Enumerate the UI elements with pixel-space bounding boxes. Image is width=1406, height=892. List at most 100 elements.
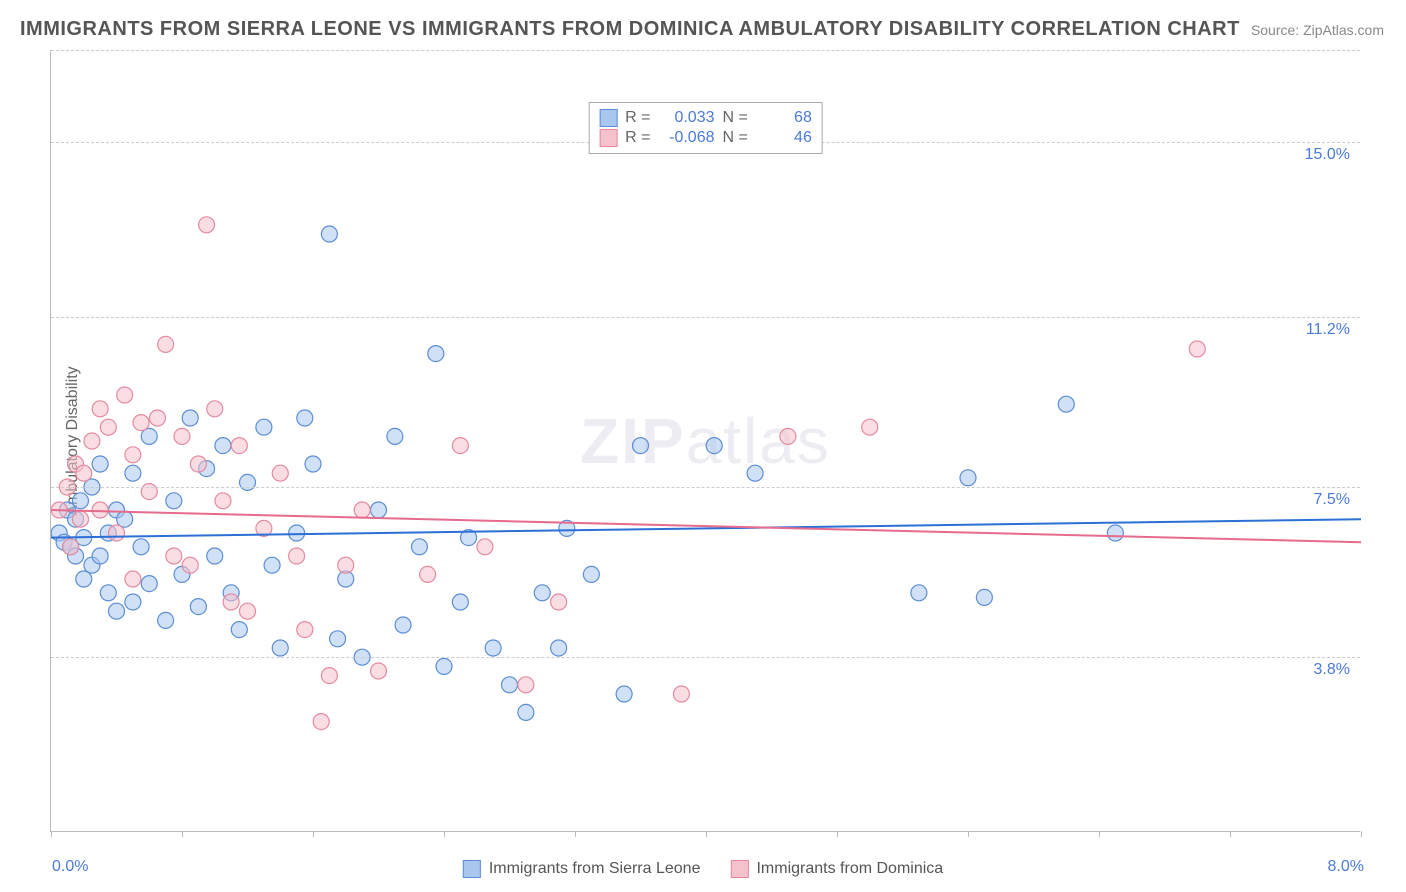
data-point [190,456,206,472]
data-point [330,631,346,647]
data-point [72,493,88,509]
plot-area: ZIPatlas Ambulatory Disability 3.8%7.5%1… [50,50,1360,832]
stats-row-series-2: R = -0.068 N = 46 [599,129,812,147]
x-tick [1099,831,1100,837]
x-tick [575,831,576,837]
chart-title: IMMIGRANTS FROM SIERRA LEONE VS IMMIGRAN… [20,18,1240,41]
data-point [199,217,215,233]
bottom-legend: Immigrants from Sierra Leone Immigrants … [463,860,943,878]
data-point [63,539,79,555]
x-tick [837,831,838,837]
data-point [289,548,305,564]
x-tick [51,831,52,837]
data-point [76,465,92,481]
data-point [149,410,165,426]
correlation-stats-box: R = 0.033 N = 68 R = -0.068 N = 46 [588,102,823,154]
data-point [452,594,468,610]
legend-label-1: Immigrants from Sierra Leone [489,860,701,878]
r-value-1: 0.033 [659,109,715,127]
data-point [72,511,88,527]
data-point [976,589,992,605]
data-point [338,557,354,573]
data-point [182,410,198,426]
data-point [960,470,976,486]
r-label: R = [625,109,650,127]
y-tick-label: 11.2% [1306,321,1350,339]
data-point [583,566,599,582]
n-value-2: 46 [756,129,812,147]
data-point [354,502,370,518]
x-axis-max: 8.0% [1328,858,1364,876]
data-point [109,525,125,541]
y-tick-label: 3.8% [1314,661,1350,679]
data-point [100,419,116,435]
r-value-2: -0.068 [659,129,715,147]
x-tick [182,831,183,837]
data-point [240,474,256,490]
data-point [518,677,534,693]
legend-item-2: Immigrants from Dominica [730,860,943,878]
legend-label-2: Immigrants from Dominica [756,860,943,878]
swatch-series-1 [599,109,617,127]
data-point [387,428,403,444]
data-point [1058,396,1074,412]
data-point [551,640,567,656]
regression-line [51,510,1361,542]
data-point [862,419,878,435]
data-point [174,428,190,444]
data-point [231,622,247,638]
data-point [452,438,468,454]
data-point [436,658,452,674]
data-point [207,548,223,564]
data-point [125,594,141,610]
data-point [518,704,534,720]
x-tick [444,831,445,837]
data-point [289,525,305,541]
data-point [215,438,231,454]
y-tick-label: 7.5% [1314,491,1350,509]
data-point [502,677,518,693]
legend-swatch-1 [463,860,481,878]
data-point [305,456,321,472]
data-point [673,686,689,702]
data-point [485,640,501,656]
data-point [92,401,108,417]
data-point [92,502,108,518]
x-tick [706,831,707,837]
data-point [207,401,223,417]
gridline [51,50,1360,51]
data-point [321,668,337,684]
data-point [395,617,411,633]
data-point [190,599,206,615]
data-point [911,585,927,601]
data-point [158,336,174,352]
data-point [616,686,632,702]
data-point [1107,525,1123,541]
data-point [166,548,182,564]
n-label: N = [723,109,748,127]
data-point [141,484,157,500]
data-point [256,419,272,435]
x-tick [968,831,969,837]
data-point [420,566,436,582]
data-point [633,438,649,454]
data-point [297,622,313,638]
data-point [158,612,174,628]
data-point [1189,341,1205,357]
legend-item-1: Immigrants from Sierra Leone [463,860,701,878]
data-point [240,603,256,619]
data-point [264,557,280,573]
x-tick [313,831,314,837]
gridline [51,657,1360,658]
data-point [166,493,182,509]
data-point [551,594,567,610]
x-tick [1230,831,1231,837]
data-point [223,594,239,610]
data-point [321,226,337,242]
data-point [100,585,116,601]
data-point [133,539,149,555]
data-point [141,576,157,592]
gridline [51,487,1360,488]
regression-line [51,519,1361,537]
data-point [272,640,288,656]
